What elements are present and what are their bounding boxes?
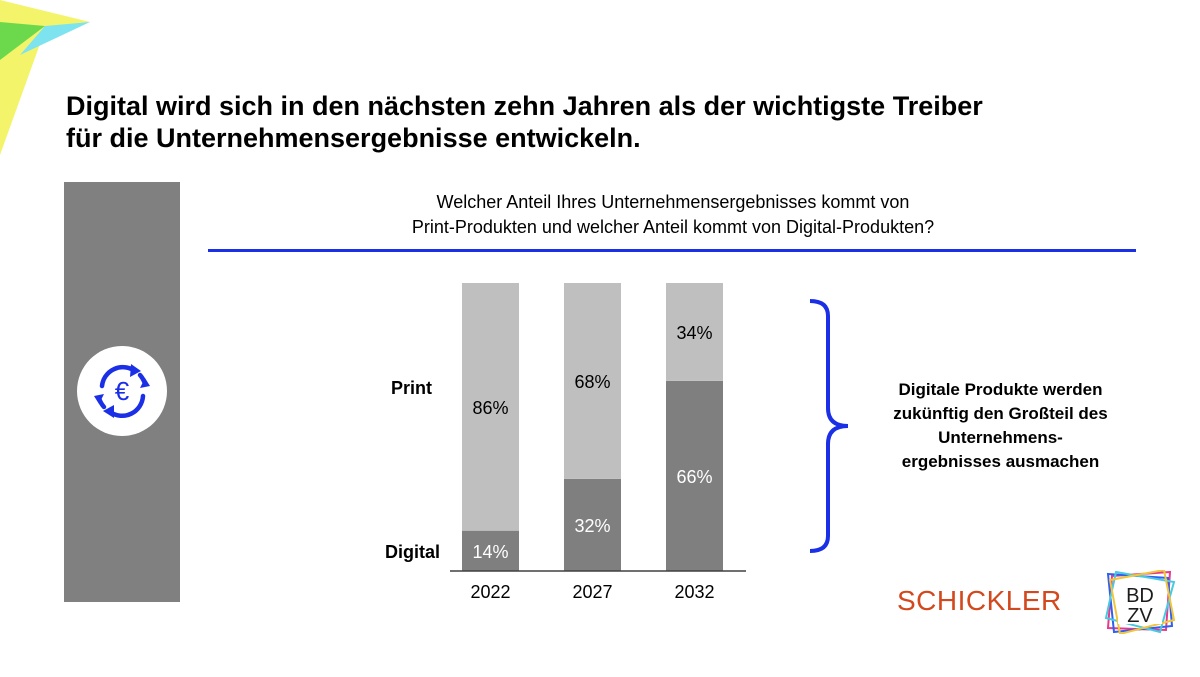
takeaway-line-2: zukünftig den Großteil des xyxy=(893,404,1108,423)
data-label-digital-2032: 66% xyxy=(676,467,712,487)
x-tick-label-2032: 2032 xyxy=(674,582,714,602)
euro-cycle-icon: € xyxy=(77,346,167,436)
bar-digital-2032 xyxy=(666,380,723,571)
page-title: Digital wird sich in den nächsten zehn J… xyxy=(66,90,1166,154)
logo-row-1: BD xyxy=(1126,585,1154,607)
bar-digital-2027 xyxy=(564,478,621,571)
data-label-print-2032: 34% xyxy=(676,323,712,343)
series-label-digital: Digital xyxy=(385,542,441,562)
schickler-logo: SCHICKLER xyxy=(897,585,1062,616)
bar-print-2027 xyxy=(564,283,621,479)
x-tick-label-2022: 2022 xyxy=(470,582,510,602)
bar-digital-2022 xyxy=(462,530,519,571)
question-line-2: Print-Produkten und welcher Anteil kommt… xyxy=(411,217,935,237)
logo-row-2: ZV xyxy=(1127,605,1153,627)
takeaway-line-1: Digitale Produkte werden xyxy=(898,380,1103,399)
title-line-2: für die Unternehmensergebnisse entwickel… xyxy=(66,123,641,153)
divider-line xyxy=(208,249,1136,252)
data-label-digital-2022: 14% xyxy=(472,542,508,562)
sidebar-panel: € xyxy=(64,182,180,602)
bdzv-logo: BD ZV xyxy=(1104,570,1176,634)
question-line-1: Welcher Anteil Ihres Unternehmensergebni… xyxy=(436,192,910,212)
survey-question: Welcher Anteil Ihres Unternehmensergebni… xyxy=(208,190,1138,240)
data-label-print-2022: 86% xyxy=(472,398,508,418)
corner-decoration xyxy=(0,0,90,155)
takeaway-line-4: ergebnisses ausmachen xyxy=(901,452,1100,471)
takeaway-line-3: Unternehmens- xyxy=(938,428,1063,447)
data-label-digital-2027: 32% xyxy=(574,516,610,536)
bar-print-2022 xyxy=(462,283,519,531)
data-label-print-2027: 68% xyxy=(574,372,610,392)
curly-brace-icon xyxy=(809,299,849,553)
svg-text:€: € xyxy=(115,376,130,406)
takeaway-text: Digitale Produkte werden zukünftig den G… xyxy=(858,378,1143,474)
title-line-1: Digital wird sich in den nächsten zehn J… xyxy=(66,91,983,121)
series-label-print: Print xyxy=(391,378,433,398)
x-tick-label-2027: 2027 xyxy=(572,582,612,602)
stacked-bar-chart: 14% 86% 2022 32% 68% 2027 66% 34% 2032 xyxy=(450,283,746,602)
bar-print-2032 xyxy=(666,283,723,381)
